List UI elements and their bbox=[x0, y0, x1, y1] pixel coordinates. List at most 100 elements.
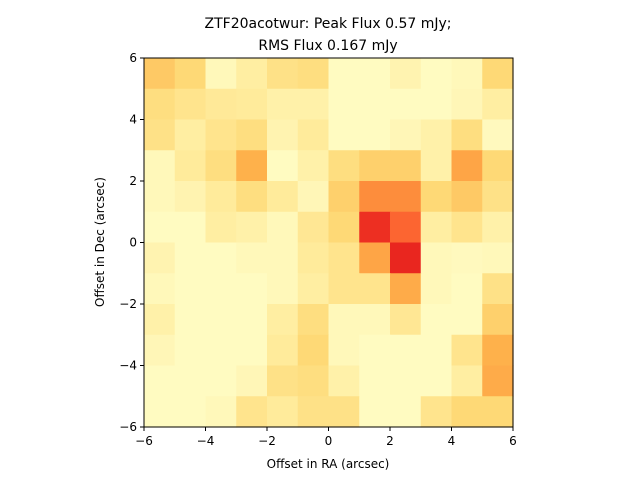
heatmap-cell bbox=[267, 181, 299, 213]
heatmap-cell bbox=[482, 273, 514, 305]
heatmap-cell bbox=[144, 181, 176, 213]
heatmap-cell bbox=[328, 119, 360, 151]
y-tick-label: −2 bbox=[119, 297, 137, 311]
heatmap-cell bbox=[236, 181, 268, 213]
x-axis-ticks: −6 −4 −2 0 2 4 6 bbox=[135, 427, 517, 448]
x-tick-label: −4 bbox=[197, 434, 215, 448]
heatmap-cell bbox=[205, 150, 237, 182]
heatmap-cell bbox=[390, 242, 422, 274]
heatmap-cell bbox=[205, 334, 237, 367]
heatmap-cell bbox=[174, 181, 207, 213]
heatmap-cell bbox=[267, 334, 299, 367]
heatmap-cell bbox=[236, 365, 268, 397]
heatmap-cell bbox=[482, 150, 514, 182]
heatmap-cell bbox=[390, 273, 422, 305]
heatmap-cell bbox=[420, 150, 453, 182]
heatmap-cell bbox=[451, 334, 483, 367]
heatmap-cell bbox=[205, 242, 237, 274]
heatmap-cell bbox=[267, 211, 299, 244]
heatmap-cell bbox=[451, 88, 483, 121]
heatmap-cell bbox=[267, 150, 299, 182]
heatmap-cell bbox=[267, 58, 299, 90]
heatmap-cell bbox=[420, 181, 453, 213]
heatmap-cell bbox=[420, 396, 453, 428]
heatmap-cell bbox=[420, 304, 453, 336]
heatmap-cell bbox=[236, 242, 268, 274]
heatmap-cell bbox=[482, 88, 514, 121]
heatmap-cell bbox=[482, 334, 514, 367]
heatmap-cell bbox=[174, 396, 207, 428]
heatmap-cell bbox=[205, 119, 237, 151]
heatmap-cell bbox=[236, 273, 268, 305]
heatmap-cell bbox=[482, 119, 514, 151]
heatmap-cell bbox=[390, 211, 422, 244]
heatmap-cell bbox=[174, 58, 207, 90]
heatmap-cell bbox=[144, 211, 176, 244]
heatmap-cell bbox=[205, 304, 237, 336]
heatmap-cell bbox=[482, 365, 514, 397]
heatmap-cell bbox=[451, 365, 483, 397]
heatmap-cell bbox=[174, 365, 207, 397]
heatmap-cell bbox=[205, 58, 237, 90]
heatmap-cell bbox=[205, 181, 237, 213]
heatmap-cell bbox=[359, 396, 391, 428]
y-tick-label: 2 bbox=[129, 174, 137, 188]
heatmap-cell bbox=[174, 304, 207, 336]
heatmap-cell bbox=[420, 334, 453, 367]
heatmap-cell bbox=[420, 242, 453, 274]
heatmap-cell bbox=[390, 58, 422, 90]
heatmap-cell bbox=[205, 396, 237, 428]
heatmap-cell bbox=[297, 242, 330, 274]
heatmap-cells bbox=[144, 58, 514, 428]
heatmap-cell bbox=[451, 242, 483, 274]
heatmap-cell bbox=[144, 58, 176, 90]
heatmap-cell bbox=[451, 304, 483, 336]
heatmap-cell bbox=[297, 396, 330, 428]
heatmap-cell bbox=[297, 304, 330, 336]
heatmap-cell bbox=[297, 181, 330, 213]
heatmap-cell bbox=[174, 150, 207, 182]
heatmap-cell bbox=[359, 88, 391, 121]
heatmap-cell bbox=[144, 119, 176, 151]
heatmap-cell bbox=[420, 365, 453, 397]
heatmap-cell bbox=[451, 150, 483, 182]
heatmap-cell bbox=[144, 304, 176, 336]
heatmap-cell bbox=[297, 150, 330, 182]
heatmap-cell bbox=[390, 181, 422, 213]
heatmap-cell bbox=[359, 334, 391, 367]
heatmap-cell bbox=[267, 273, 299, 305]
heatmap-cell bbox=[144, 88, 176, 121]
heatmap-cell bbox=[328, 365, 360, 397]
heatmap-cell bbox=[267, 88, 299, 121]
heatmap-cell bbox=[328, 334, 360, 367]
chart-title-line1: ZTF20acotwur: Peak Flux 0.57 mJy; bbox=[205, 16, 452, 32]
heatmap-cell bbox=[297, 273, 330, 305]
heatmap-cell bbox=[267, 396, 299, 428]
heatmap-cell bbox=[359, 365, 391, 397]
heatmap-cell bbox=[328, 273, 360, 305]
heatmap-cell bbox=[359, 58, 391, 90]
heatmap-cell bbox=[297, 119, 330, 151]
heatmap-cell bbox=[451, 58, 483, 90]
heatmap-cell bbox=[390, 150, 422, 182]
heatmap-cell bbox=[451, 211, 483, 244]
heatmap-cell bbox=[236, 304, 268, 336]
chart-title-line2: RMS Flux 0.167 mJy bbox=[258, 38, 397, 54]
heatmap-cell bbox=[420, 119, 453, 151]
y-tick-label: 6 bbox=[129, 51, 137, 65]
heatmap-cell bbox=[328, 211, 360, 244]
heatmap-cell bbox=[359, 273, 391, 305]
heatmap-cell bbox=[359, 181, 391, 213]
heatmap-cell bbox=[451, 273, 483, 305]
heatmap-cell bbox=[205, 88, 237, 121]
heatmap-cell bbox=[328, 58, 360, 90]
heatmap-cell bbox=[205, 273, 237, 305]
heatmap-cell bbox=[482, 304, 514, 336]
x-tick-label: −6 bbox=[135, 434, 153, 448]
heatmap-cell bbox=[390, 119, 422, 151]
heatmap-cell bbox=[328, 181, 360, 213]
heatmap-cell bbox=[174, 242, 207, 274]
heatmap-cell bbox=[297, 334, 330, 367]
y-tick-label: 0 bbox=[129, 236, 137, 250]
